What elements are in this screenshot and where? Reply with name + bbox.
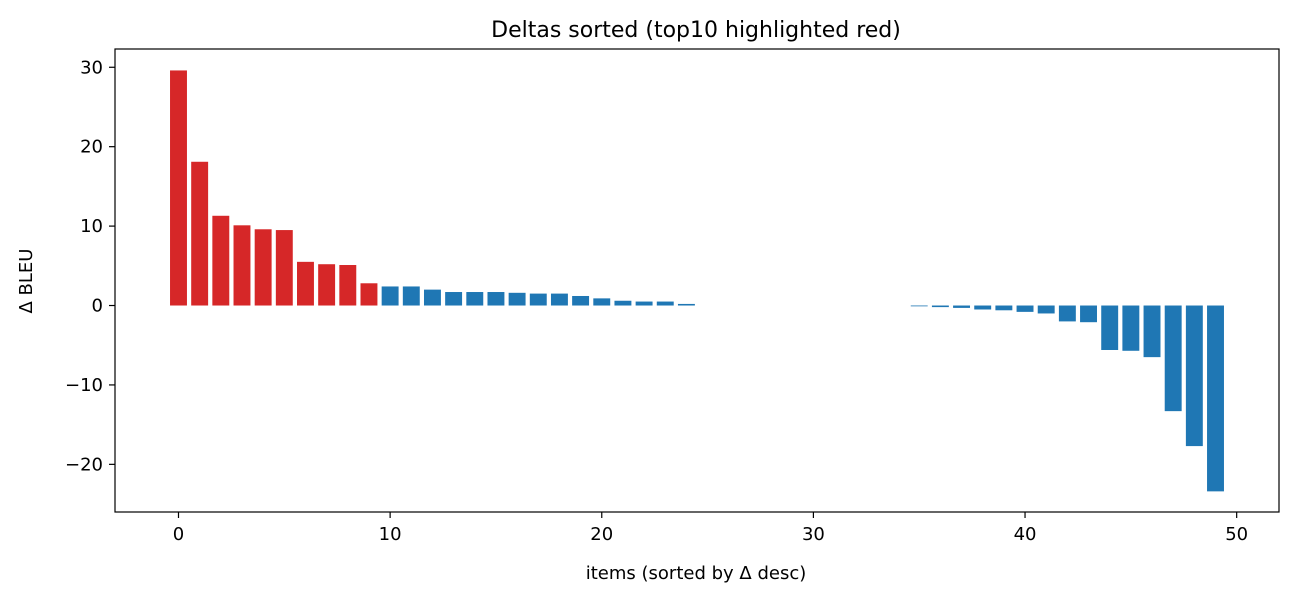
bar xyxy=(508,292,526,306)
bar xyxy=(910,305,928,307)
x-axis-label: items (sorted by Δ desc) xyxy=(586,563,807,584)
bar xyxy=(423,289,441,306)
bar xyxy=(445,292,463,306)
x-tick-label: 0 xyxy=(173,524,184,545)
bar xyxy=(953,305,971,308)
bar xyxy=(381,286,399,306)
y-tick-label: 20 xyxy=(80,137,103,158)
bar xyxy=(529,293,547,306)
bar xyxy=(572,295,590,306)
x-tick-label: 10 xyxy=(379,524,402,545)
x-tick-label: 30 xyxy=(802,524,825,545)
bar xyxy=(402,286,420,306)
y-tick-label: −10 xyxy=(65,375,103,396)
bar xyxy=(1058,305,1076,322)
bar xyxy=(677,303,695,306)
bar xyxy=(931,305,949,308)
bar xyxy=(614,300,632,306)
bar xyxy=(1143,305,1161,358)
x-tick-label: 50 xyxy=(1225,524,1248,545)
bar xyxy=(1016,305,1034,312)
bar xyxy=(635,301,653,306)
chart-title: Deltas sorted (top10 highlighted red) xyxy=(491,18,901,43)
bar xyxy=(1080,305,1097,323)
bar xyxy=(254,229,272,306)
bar xyxy=(212,215,230,306)
bar xyxy=(275,230,293,306)
bar xyxy=(550,293,568,306)
bar xyxy=(170,70,187,306)
y-tick-label: 0 xyxy=(92,296,103,317)
bar xyxy=(339,265,357,306)
bar xyxy=(593,298,611,306)
y-tick-label: −20 xyxy=(65,454,103,475)
bar xyxy=(297,261,314,306)
bar xyxy=(1164,305,1182,412)
bar xyxy=(1101,305,1119,350)
bar xyxy=(1037,305,1055,314)
bars xyxy=(170,70,1224,492)
bar xyxy=(360,283,378,306)
bar xyxy=(974,305,992,310)
bar xyxy=(191,161,209,306)
x-tick-label: 40 xyxy=(1014,524,1037,545)
y-tick-label: 10 xyxy=(80,216,103,237)
bar xyxy=(656,301,674,306)
bar xyxy=(995,305,1013,311)
y-axis-label: Δ BLEU xyxy=(16,249,37,314)
bar xyxy=(318,264,336,306)
bar xyxy=(487,292,505,306)
bar xyxy=(1122,305,1140,351)
bar xyxy=(1185,305,1203,447)
bar xyxy=(1207,305,1224,492)
plot-frame xyxy=(114,48,1280,513)
y-tick-label: 30 xyxy=(80,57,103,78)
x-tick-label: 20 xyxy=(590,524,613,545)
bar xyxy=(233,225,251,306)
bar xyxy=(466,292,484,306)
y-axis-ticks: −20 −10 0 10 20 30 xyxy=(65,57,115,475)
x-axis-ticks: 0 10 20 30 40 50 xyxy=(173,512,1248,545)
